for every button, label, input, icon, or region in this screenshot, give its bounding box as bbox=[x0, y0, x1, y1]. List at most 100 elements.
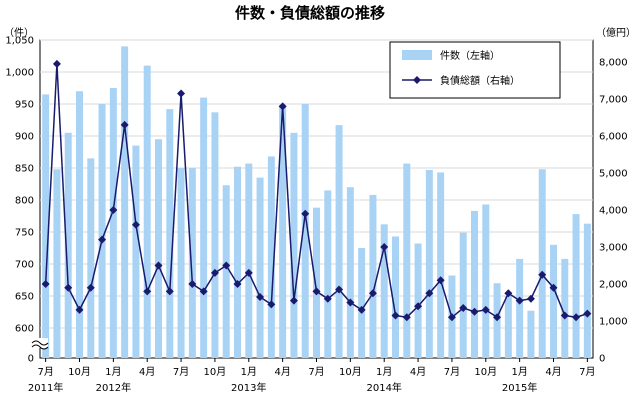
line-point bbox=[335, 285, 344, 294]
bar bbox=[358, 248, 366, 358]
right-tick-label: 0 bbox=[599, 354, 605, 365]
legend: 件数（左軸） 負債総額（右軸） bbox=[389, 41, 561, 99]
bar bbox=[369, 194, 377, 358]
bar bbox=[267, 156, 275, 358]
line-point bbox=[402, 313, 411, 322]
right-tick-label: 6,000 bbox=[599, 132, 628, 143]
x-month-label: 10月 bbox=[339, 366, 362, 378]
line-point bbox=[368, 289, 377, 298]
right-tick-label: 2,000 bbox=[599, 280, 628, 291]
bar bbox=[504, 296, 512, 358]
left-tick-label: 700 bbox=[15, 260, 34, 271]
bar bbox=[222, 185, 230, 358]
legend-line-marker bbox=[413, 76, 421, 84]
bar bbox=[109, 88, 117, 358]
line-point bbox=[301, 209, 310, 218]
x-month-label: 1月 bbox=[376, 366, 392, 378]
line-point bbox=[75, 305, 84, 314]
line-point bbox=[481, 305, 490, 314]
x-month-label: 10月 bbox=[68, 366, 91, 378]
bar bbox=[538, 169, 546, 358]
x-year-label: 2015年 bbox=[502, 381, 537, 394]
line-point bbox=[199, 287, 208, 296]
left-tick-label: 600 bbox=[15, 324, 34, 335]
bar bbox=[245, 163, 253, 358]
bar bbox=[403, 163, 411, 358]
left-tick-label: 650 bbox=[15, 292, 34, 303]
x-month-label: 10月 bbox=[474, 366, 497, 378]
x-month-label: 7月 bbox=[173, 366, 189, 378]
x-axis-ticks: 7月 10月 1月 4月 7月 10月 1月 4月 7月 10月 1月 4月 7月 10月 1月 4月 7月 20… bbox=[28, 358, 596, 394]
line-point bbox=[515, 296, 524, 305]
x-month-label: 4月 bbox=[274, 366, 290, 378]
bar bbox=[437, 172, 445, 358]
x-year-label: 2013年 bbox=[231, 381, 266, 394]
line-point bbox=[222, 261, 231, 270]
bar bbox=[53, 169, 61, 358]
line-point bbox=[165, 287, 174, 296]
bar bbox=[279, 105, 287, 358]
x-year-label: 2014年 bbox=[366, 381, 401, 394]
line-point bbox=[493, 313, 502, 322]
x-month-label: 4月 bbox=[545, 366, 561, 378]
line-point bbox=[459, 304, 468, 313]
line-point bbox=[131, 220, 140, 229]
bar bbox=[392, 236, 399, 358]
line-point bbox=[244, 268, 253, 277]
line-point bbox=[470, 307, 479, 316]
bar bbox=[98, 104, 106, 358]
left-tick-label: 0 bbox=[28, 354, 34, 365]
bar bbox=[121, 46, 129, 359]
right-tick-label: 3,000 bbox=[599, 243, 628, 254]
bar bbox=[482, 204, 490, 358]
bar bbox=[166, 109, 174, 359]
line-point bbox=[560, 311, 569, 320]
x-month-label: 7月 bbox=[37, 366, 53, 378]
line-point bbox=[41, 280, 50, 288]
bar bbox=[132, 145, 140, 358]
bar bbox=[76, 91, 83, 358]
bar bbox=[425, 169, 433, 358]
line-point bbox=[210, 268, 219, 277]
bar bbox=[234, 166, 241, 358]
left-tick-label: 800 bbox=[15, 196, 34, 207]
bar bbox=[256, 177, 264, 358]
line-point bbox=[538, 270, 547, 279]
right-tick-label: 8,000 bbox=[599, 58, 628, 69]
line-point bbox=[86, 283, 95, 292]
bar bbox=[527, 310, 535, 358]
line-point bbox=[188, 280, 197, 288]
bar bbox=[290, 132, 298, 358]
line-point bbox=[289, 296, 298, 305]
line-point bbox=[447, 313, 456, 322]
x-month-label: 1月 bbox=[241, 366, 257, 378]
left-axis-unit: （件） bbox=[4, 27, 34, 39]
bar bbox=[200, 97, 208, 358]
left-tick-label: 900 bbox=[15, 132, 34, 143]
bar bbox=[301, 104, 309, 358]
line-point bbox=[504, 289, 513, 298]
legend-bar-label: 件数（左軸） bbox=[440, 49, 500, 62]
line-point bbox=[312, 287, 321, 296]
x-year-label: 2011年 bbox=[28, 381, 63, 394]
line-point bbox=[256, 292, 265, 301]
bar bbox=[459, 232, 467, 358]
x-year-label: 2012年 bbox=[96, 381, 131, 394]
bar bbox=[550, 244, 557, 358]
bar bbox=[346, 187, 354, 358]
bar bbox=[313, 207, 320, 358]
x-month-label: 7月 bbox=[579, 366, 595, 378]
bar bbox=[143, 65, 151, 358]
right-tick-label: 1,000 bbox=[599, 317, 628, 328]
line-point bbox=[120, 120, 129, 129]
bar bbox=[572, 214, 580, 358]
line-point bbox=[267, 300, 276, 309]
line-point bbox=[143, 287, 152, 296]
line-point bbox=[572, 313, 581, 322]
x-month-label: 1月 bbox=[105, 366, 121, 378]
line-point bbox=[549, 283, 558, 292]
line-point bbox=[357, 305, 366, 314]
line-series bbox=[41, 59, 592, 322]
bar bbox=[324, 190, 332, 358]
